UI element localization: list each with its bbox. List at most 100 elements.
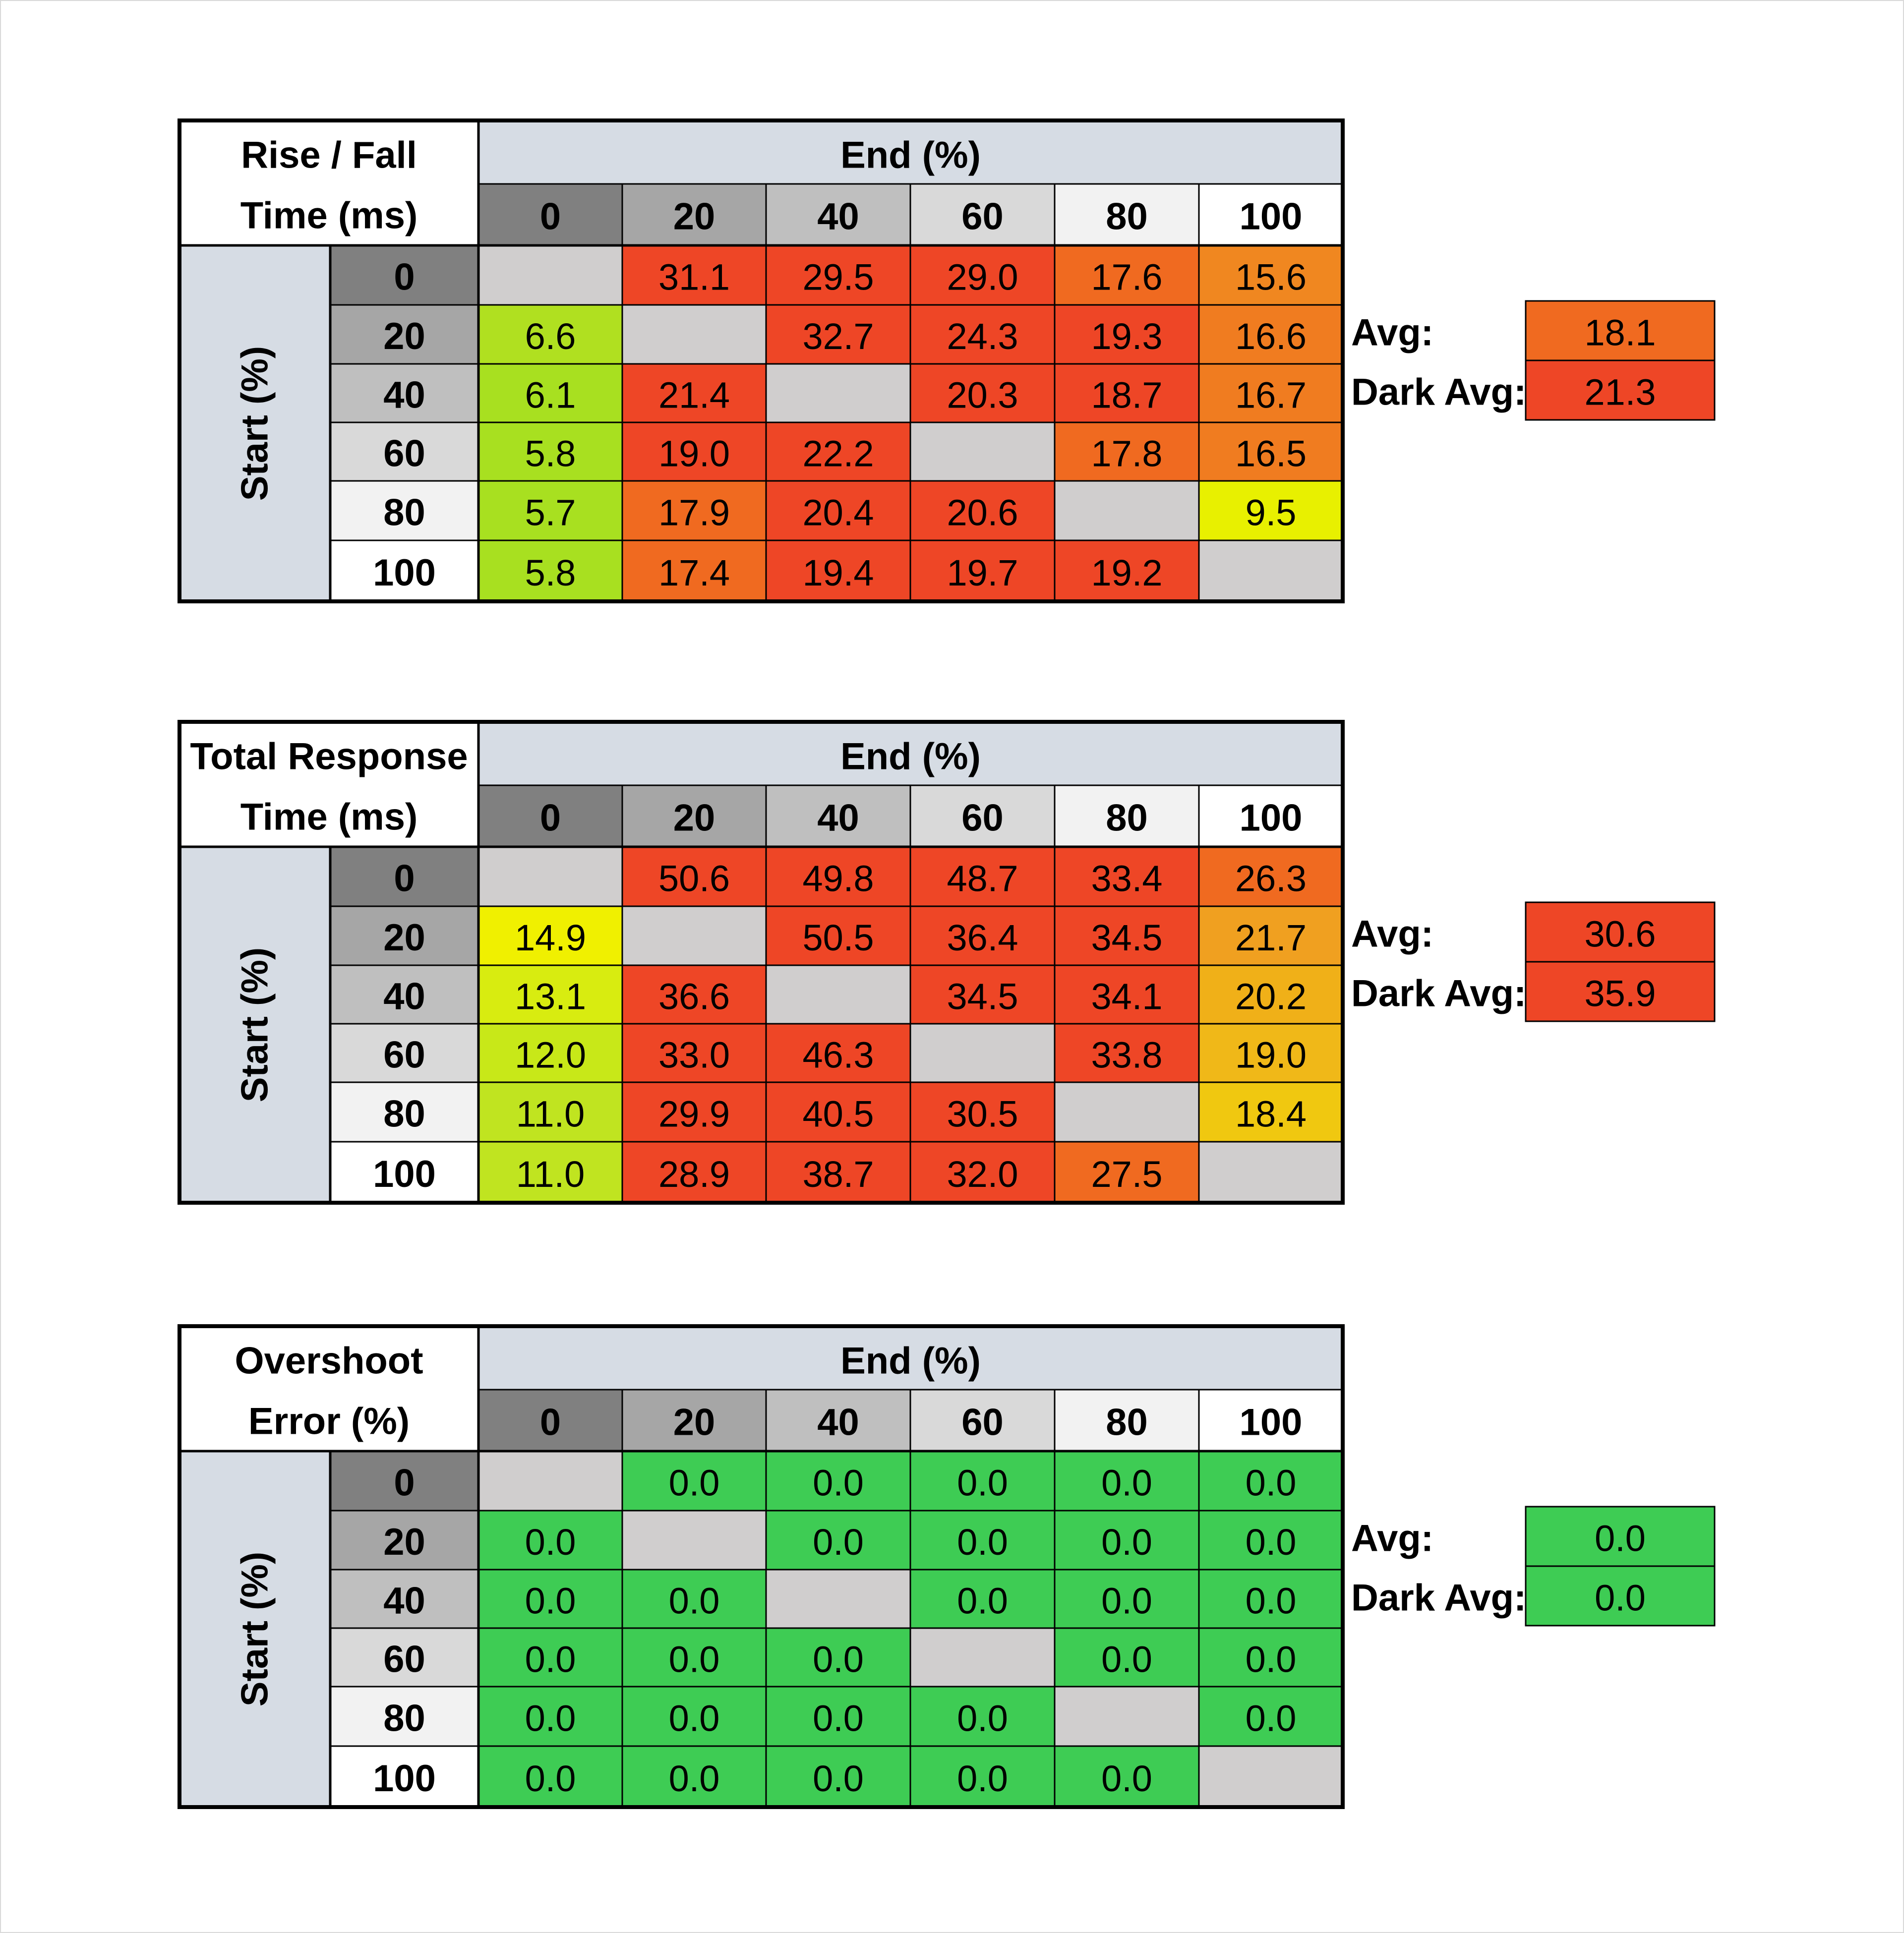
start-axis-label: Start (%) (234, 1552, 276, 1706)
cell-value: 34.1 (1091, 976, 1162, 1017)
table-title-line-2: Error (%) (248, 1401, 410, 1443)
cell-value: 29.5 (802, 257, 874, 298)
cell-value: 46.3 (802, 1035, 874, 1076)
cell-value: 48.7 (947, 858, 1018, 899)
col-header-label: 40 (817, 1402, 859, 1444)
heatmap-cell (909, 539, 1056, 602)
cell-value: 0.0 (957, 1522, 1008, 1563)
avg-value: 18.1 (1584, 312, 1656, 353)
cell-value: 17.6 (1091, 257, 1162, 298)
heatmap-cell (621, 1745, 767, 1808)
cell-value: 0.0 (525, 1698, 576, 1739)
dark-avg-box (1525, 1565, 1716, 1627)
avg-value: 30.6 (1584, 914, 1656, 955)
dark-avg-label: Dark Avg: (1351, 973, 1526, 1015)
heatmap-cell (1054, 244, 1200, 306)
cell-value: 5.8 (525, 552, 576, 593)
row-header-label: 100 (373, 1757, 436, 1800)
cell-value: 0.0 (669, 1639, 720, 1680)
row-header-cell (329, 244, 479, 306)
cell-value: 20.4 (802, 492, 874, 533)
cell-value: 36.4 (947, 917, 1018, 958)
row-header-label: 40 (383, 976, 425, 1018)
cell-value: 0.0 (813, 1639, 864, 1680)
cell-value: 33.0 (658, 1035, 730, 1076)
col-header-label: 100 (1240, 196, 1303, 238)
cell-value: 30.5 (947, 1094, 1018, 1135)
cell-value: 38.7 (802, 1154, 874, 1195)
cell-value: 29.9 (658, 1094, 730, 1135)
heatmap-cell (909, 1450, 1056, 1512)
row-header-label: 80 (383, 1093, 425, 1135)
heatmap-cell (1054, 304, 1200, 365)
dark-avg-value: 35.9 (1584, 973, 1656, 1014)
cell-value: 0.0 (669, 1758, 720, 1799)
col-header-cell (909, 183, 1056, 246)
col-header-label: 20 (673, 797, 715, 839)
heatmap-cell (909, 905, 1056, 966)
table-title-line-2: Time (ms) (240, 796, 418, 838)
total-response-heatmap: Total Response Time (ms) End (%) 0 20 40 60 80 1… (178, 720, 1716, 1205)
heatmap-cell (765, 421, 911, 482)
heatmap-cell (1198, 1569, 1344, 1629)
start-axis-label: Start (%) (234, 947, 276, 1102)
end-axis-label: End (%) (840, 1340, 981, 1382)
row-header-cell (329, 1081, 479, 1143)
heatmap-cell (1054, 1686, 1200, 1747)
cell-value: 17.8 (1091, 433, 1162, 474)
heatmap-cell (1198, 539, 1344, 602)
cell-value: 0.0 (1246, 1698, 1297, 1739)
col-header-label: 0 (540, 797, 561, 839)
col-header-cell (1054, 183, 1200, 246)
cell-value: 22.2 (802, 433, 874, 474)
cell-value: 20.2 (1235, 976, 1307, 1017)
cell-value: 0.0 (1101, 1463, 1152, 1504)
cell-value: 31.1 (658, 257, 730, 298)
row-header-label: 80 (383, 1698, 425, 1740)
col-header-cell (1198, 183, 1344, 246)
heatmap-cell (477, 1450, 623, 1512)
cell-value: 34.5 (1091, 917, 1162, 958)
cell-value: 49.8 (802, 858, 874, 899)
cell-value: 11.0 (516, 1094, 585, 1135)
cell-value: 19.4 (802, 552, 874, 593)
cell-value: 0.0 (1246, 1581, 1297, 1622)
cell-value: 0.0 (1101, 1522, 1152, 1563)
heatmap-cell (1198, 1510, 1344, 1571)
heatmap-cell (477, 1081, 623, 1143)
heatmap-cell (621, 905, 767, 966)
cell-value: 0.0 (957, 1581, 1008, 1622)
heatmap-cell (477, 846, 623, 907)
cell-value: 33.4 (1091, 858, 1162, 899)
avg-label: Avg: (1351, 1518, 1433, 1560)
row-header-label: 20 (383, 315, 425, 357)
cell-value: 0.0 (813, 1522, 864, 1563)
cell-value: 26.3 (1235, 858, 1307, 899)
row-header-label: 40 (383, 1580, 425, 1622)
col-header-cell (909, 784, 1056, 848)
cell-value: 0.0 (1246, 1639, 1297, 1680)
dark-avg-value: 21.3 (1584, 372, 1656, 413)
heatmap-cell (1198, 244, 1344, 306)
col-header-label: 100 (1240, 1402, 1303, 1444)
table-title-line-1: Overshoot (235, 1340, 423, 1382)
heatmap-cell (1198, 1627, 1344, 1688)
col-header-label: 40 (817, 196, 859, 238)
heatmap-cell (1198, 1745, 1344, 1808)
table-outline (178, 118, 1345, 603)
col-header-cell (1054, 1389, 1200, 1452)
row-header-cell (329, 1627, 479, 1688)
heatmap-cell (621, 1450, 767, 1512)
cell-value: 16.7 (1235, 375, 1307, 416)
row-header-cell (329, 539, 479, 602)
cell-value: 20.3 (947, 375, 1018, 416)
cell-value: 24.3 (947, 316, 1018, 357)
row-header-label: 0 (394, 256, 415, 298)
heatmap-cell (477, 905, 623, 966)
col-header-label: 0 (540, 196, 561, 238)
heatmap-cell (621, 244, 767, 306)
col-header-label: 40 (817, 797, 859, 839)
cell-value: 0.0 (1246, 1522, 1297, 1563)
heatmap-cell (621, 1141, 767, 1204)
heatmap-cell (1054, 1627, 1200, 1688)
